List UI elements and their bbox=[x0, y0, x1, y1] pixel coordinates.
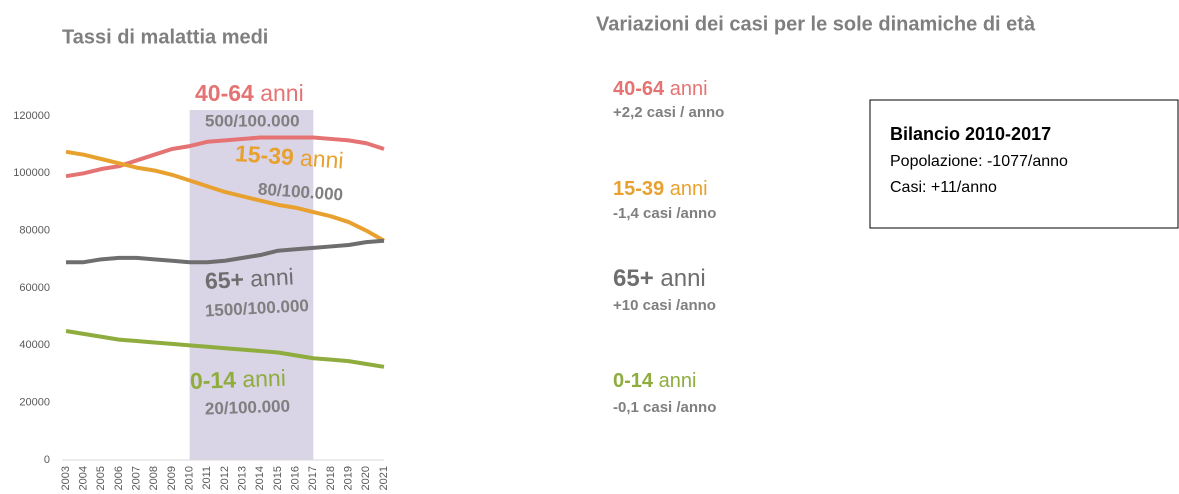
y-tick-label: 0 bbox=[44, 454, 50, 466]
variation-name: 0-14 bbox=[613, 370, 654, 392]
x-tick-label: 2015 bbox=[272, 466, 284, 490]
variation-name: 15-39 bbox=[613, 178, 664, 200]
x-tick-label: 2009 bbox=[166, 466, 178, 490]
x-tick-label: 2012 bbox=[219, 466, 231, 490]
x-tick-label: 2020 bbox=[360, 466, 372, 490]
variation-unit: anni bbox=[659, 370, 697, 392]
variation-change: -1,4 casi /anno bbox=[613, 205, 716, 222]
x-tick-label: 2008 bbox=[148, 466, 160, 490]
summary-title: Bilancio 2010-2017 bbox=[890, 124, 1051, 144]
x-tick-label: 2010 bbox=[184, 466, 196, 490]
annotation-label: 15-39 bbox=[234, 140, 294, 170]
variation-change: -0,1 casi /anno bbox=[613, 399, 716, 416]
series-line bbox=[65, 149, 385, 243]
y-tick-label: 40000 bbox=[19, 339, 50, 351]
x-tick-label: 2021 bbox=[378, 466, 390, 490]
chart-title: Tassi di malattia medi bbox=[62, 26, 268, 48]
summary-box bbox=[869, 99, 1179, 229]
x-tick-label: 2019 bbox=[343, 466, 355, 490]
x-tick-label: 2005 bbox=[95, 466, 107, 490]
y-tick-label: 120000 bbox=[13, 110, 50, 122]
annotation-unit: anni bbox=[260, 80, 303, 106]
series-line bbox=[65, 135, 385, 179]
annotation-rate: 20/100.000 bbox=[205, 397, 291, 419]
y-tick-label: 20000 bbox=[19, 397, 50, 409]
annotation-label: 0-14 bbox=[189, 366, 236, 394]
y-tick-label: 60000 bbox=[19, 282, 50, 294]
annotation-unit: anni bbox=[242, 365, 286, 393]
series-annotation: 0-14 anni bbox=[189, 365, 286, 394]
x-tick-label: 2016 bbox=[290, 466, 302, 490]
series-annotation: 40-64 anni bbox=[195, 80, 304, 106]
y-tick-label: 80000 bbox=[19, 225, 50, 237]
y-tick-label: 100000 bbox=[13, 167, 50, 179]
annotation-unit: anni bbox=[299, 145, 344, 174]
annotation-unit: anni bbox=[250, 263, 295, 291]
series-line bbox=[65, 329, 385, 369]
x-tick-label: 2018 bbox=[325, 466, 337, 490]
variation-label: 40-64 anni bbox=[613, 78, 708, 100]
summary-line: Popolazione: -1077/anno bbox=[890, 153, 1068, 170]
annotation-label: 40-64 bbox=[195, 80, 254, 106]
x-tick-label: 2013 bbox=[237, 466, 249, 490]
x-tick-label: 2014 bbox=[254, 466, 266, 490]
x-tick-label: 2003 bbox=[60, 466, 72, 490]
variation-label: 15-39 anni bbox=[613, 178, 708, 200]
x-tick-label: 2017 bbox=[307, 466, 319, 490]
highlight-band bbox=[189, 110, 314, 460]
variation-label: 0-14 anni bbox=[613, 370, 696, 392]
summary-line: Casi: +11/anno bbox=[890, 179, 997, 196]
variation-name: 65+ bbox=[613, 265, 654, 292]
variation-name: 40-64 bbox=[613, 78, 665, 100]
annotation-label: 65+ bbox=[204, 266, 244, 294]
x-tick-label: 2011 bbox=[201, 466, 213, 490]
annotation-rate: 500/100.000 bbox=[205, 111, 300, 130]
series-annotation: 15-39 anni bbox=[234, 140, 344, 174]
variation-label: 65+ anni bbox=[613, 265, 706, 292]
x-tick-label: 2006 bbox=[113, 466, 125, 490]
variation-unit: anni bbox=[660, 265, 705, 292]
series-line bbox=[66, 238, 385, 265]
variations-title: Variazioni dei casi per le sole dinamich… bbox=[596, 13, 1036, 35]
x-tick-label: 2007 bbox=[131, 466, 143, 490]
variation-unit: anni bbox=[670, 78, 708, 100]
x-tick-label: 2004 bbox=[78, 466, 90, 490]
series-annotation: 65+ anni bbox=[204, 263, 294, 294]
variation-change: +10 casi /anno bbox=[613, 297, 716, 314]
variation-change: +2,2 casi / anno bbox=[613, 104, 724, 121]
variation-unit: anni bbox=[670, 178, 708, 200]
